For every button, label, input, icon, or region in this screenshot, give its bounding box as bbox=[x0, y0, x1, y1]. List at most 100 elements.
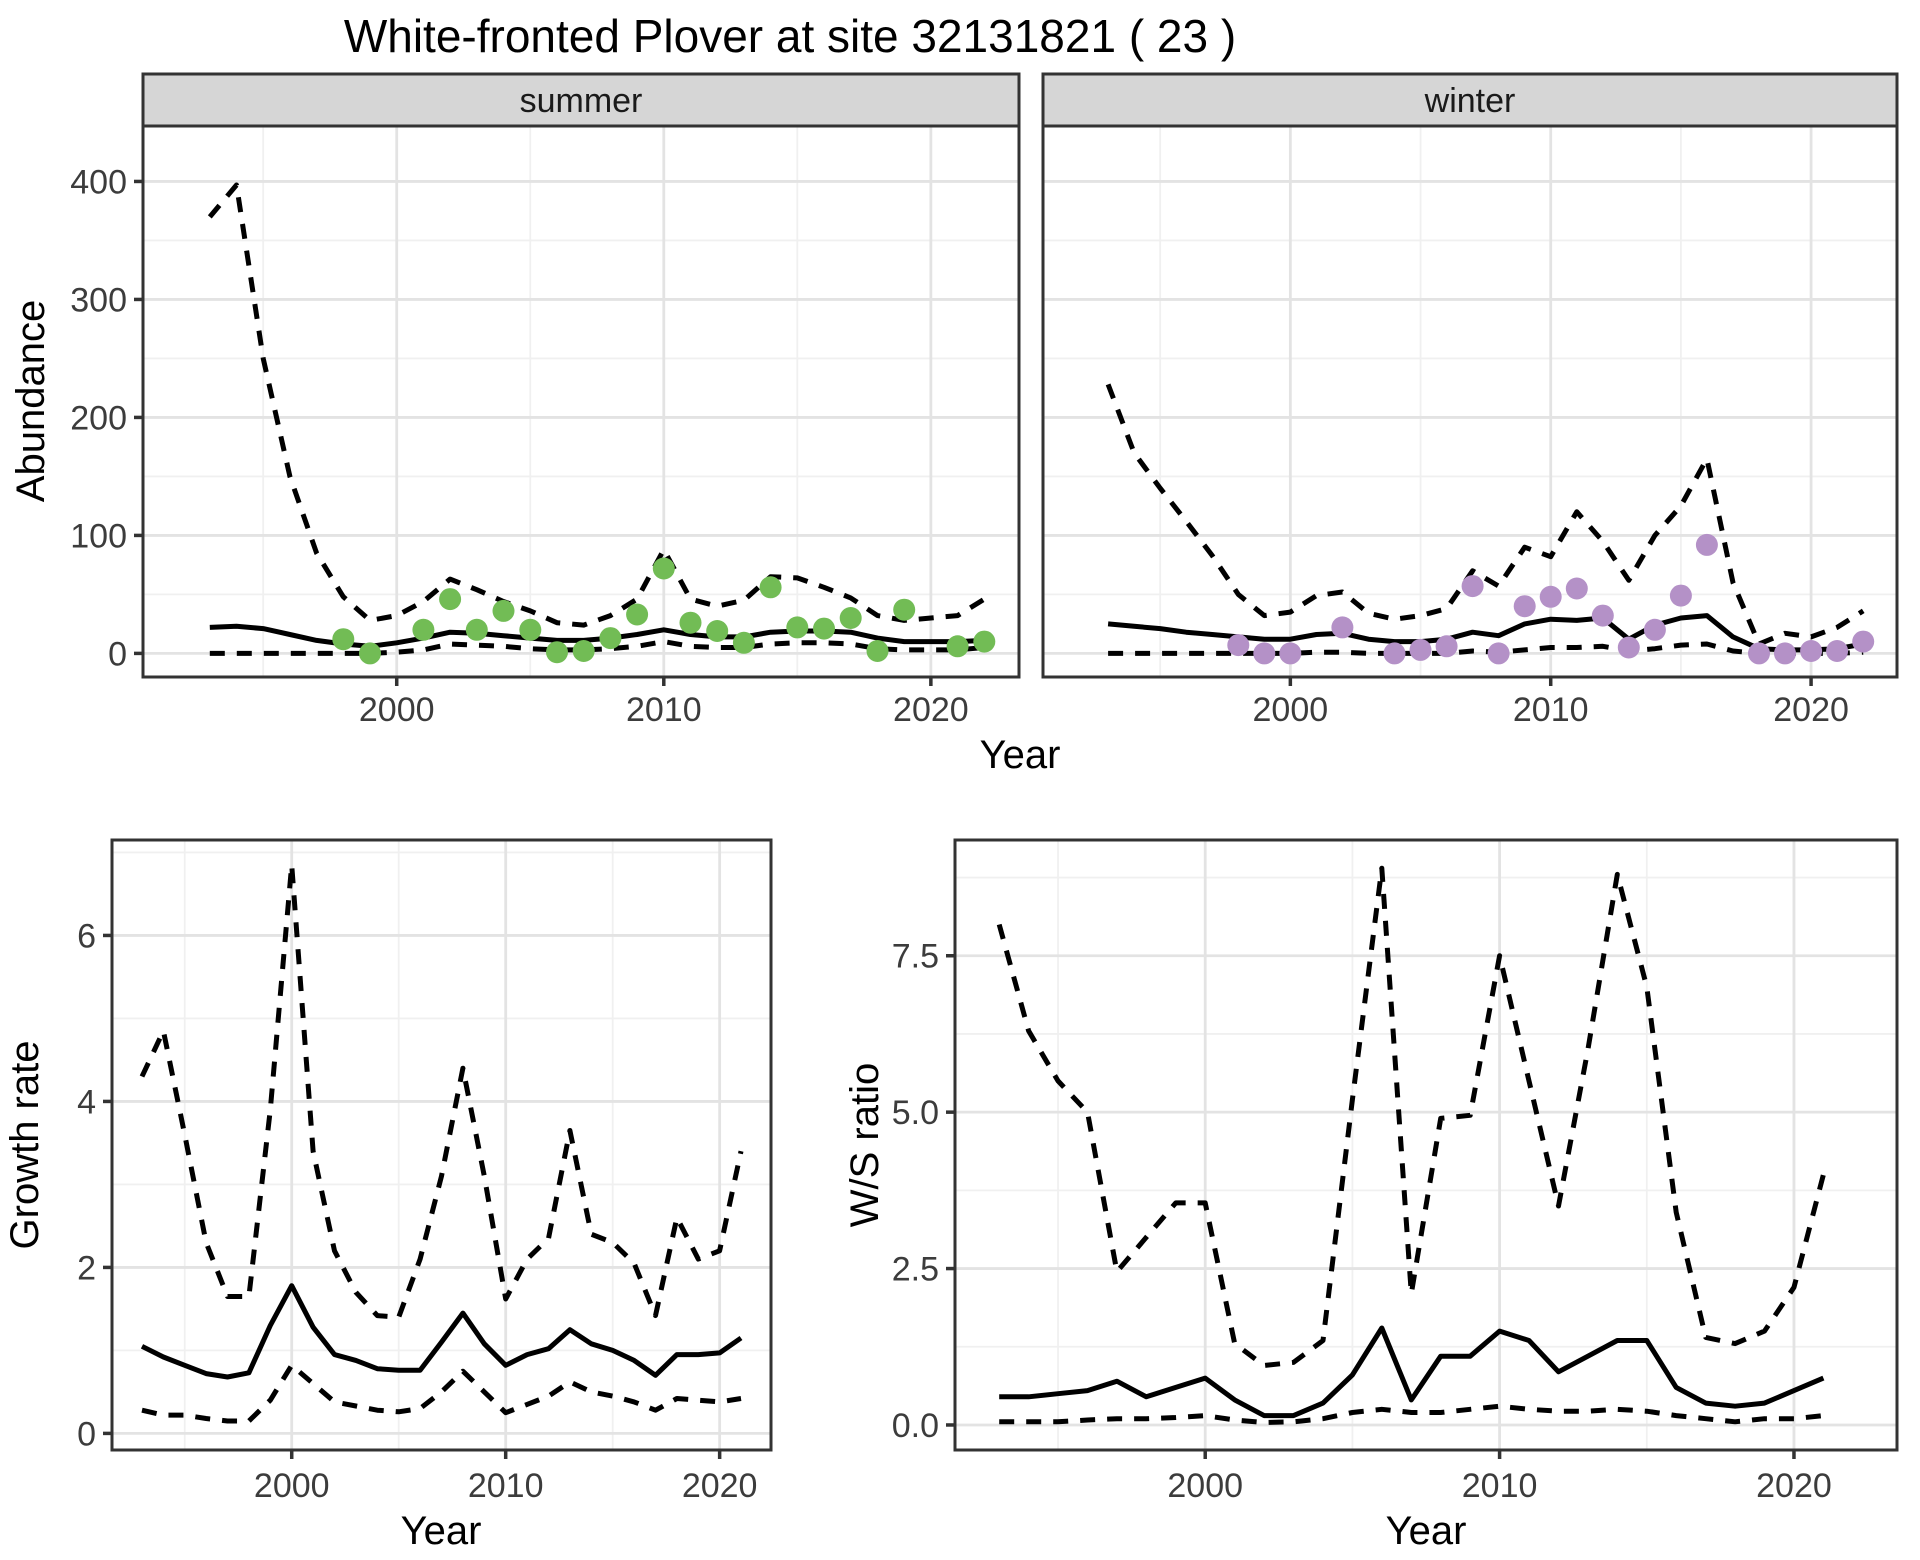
panel-border bbox=[110, 838, 773, 1452]
facet-strip bbox=[1041, 72, 1899, 128]
ci-upper-line bbox=[139, 862, 744, 1320]
ci-lower-line bbox=[1108, 641, 1864, 656]
panel-border bbox=[953, 838, 1899, 1452]
facet-label-summer: summer bbox=[520, 82, 643, 120]
x-axis-tick-label: 2010 bbox=[1513, 691, 1589, 729]
observation-point bbox=[359, 642, 381, 665]
y-axis-tick-label: 4 bbox=[77, 1083, 96, 1121]
observation-point bbox=[1331, 616, 1354, 639]
abundance-axis-title: Abundance bbox=[9, 300, 53, 502]
observation-point bbox=[1513, 595, 1536, 618]
facet-strip bbox=[141, 72, 1021, 128]
y-axis-tick-label: 400 bbox=[70, 163, 127, 201]
observation-point bbox=[626, 603, 649, 626]
x-axis-tick-label: 2010 bbox=[1462, 1467, 1538, 1505]
ci-lower-line bbox=[999, 1403, 1824, 1425]
observation-point bbox=[412, 618, 435, 641]
observation-point bbox=[1409, 638, 1432, 661]
ci-upper-line bbox=[996, 865, 1826, 1368]
ci-lower-line bbox=[209, 639, 985, 656]
observation-point bbox=[1253, 642, 1276, 665]
observation-point bbox=[839, 607, 862, 629]
observation-point bbox=[332, 628, 355, 651]
observation-point bbox=[546, 641, 568, 664]
observation-point bbox=[732, 631, 755, 654]
y-axis-tick-label: 0 bbox=[108, 635, 127, 673]
observation-point bbox=[973, 630, 996, 653]
observation-point bbox=[1591, 604, 1614, 627]
y-axis-tick-label: 100 bbox=[70, 517, 127, 555]
observation-point bbox=[1279, 642, 1302, 665]
panel-summer: 2000 2010 2020 0 100 200 300 400 bbox=[70, 72, 1021, 729]
y-axis-tick-label: 7.5 bbox=[892, 938, 939, 976]
median-line bbox=[999, 1325, 1825, 1419]
observation-point bbox=[893, 598, 916, 621]
ws-ratio-axis-title: W/S ratio bbox=[843, 1063, 887, 1227]
ci-upper-line bbox=[1105, 383, 1865, 647]
observation-point bbox=[1826, 640, 1849, 662]
growth-rate-axis-title: Growth rate bbox=[3, 1041, 47, 1250]
observation-point bbox=[465, 618, 488, 641]
x-axis-tick-label: 2000 bbox=[1167, 1467, 1243, 1505]
observation-point bbox=[1695, 533, 1718, 556]
x-axis-tick-label: 2000 bbox=[1253, 691, 1329, 729]
observation-point bbox=[652, 557, 675, 580]
y-axis-tick-label: 200 bbox=[70, 399, 127, 437]
observation-point bbox=[786, 616, 809, 639]
observation-point bbox=[1383, 642, 1406, 665]
observation-point bbox=[1539, 585, 1562, 608]
observation-point bbox=[866, 640, 889, 662]
median-line bbox=[140, 1283, 743, 1380]
observation-point bbox=[1487, 642, 1510, 665]
observation-point bbox=[813, 617, 835, 640]
panel-winter: 2000 2010 2020 bbox=[1041, 72, 1899, 729]
observation-point bbox=[1852, 630, 1875, 653]
x-axis-tick-label: 2000 bbox=[359, 691, 435, 729]
observation-point bbox=[679, 611, 702, 634]
observation-point bbox=[599, 627, 622, 650]
observation-point bbox=[706, 620, 729, 642]
y-axis-tick-label: 2 bbox=[77, 1249, 96, 1287]
observation-point bbox=[1669, 584, 1692, 607]
observation-point bbox=[572, 640, 595, 662]
facet-label-winter: winter bbox=[1424, 82, 1516, 120]
figure-title: White-fronted Plover at site 32131821 ( … bbox=[344, 10, 1236, 62]
median-line bbox=[209, 623, 985, 649]
observation-point bbox=[1800, 640, 1823, 662]
y-axis-tick-label: 300 bbox=[70, 281, 127, 319]
y-axis-tick-label: 2.5 bbox=[892, 1251, 939, 1289]
observation-point bbox=[439, 588, 462, 611]
y-axis-tick-label: 0 bbox=[77, 1415, 96, 1453]
panel-growth-rate: 2000 2010 2020 0 2 4 6 bbox=[77, 838, 773, 1505]
year-axis-title-top: Year bbox=[980, 733, 1061, 777]
x-axis-tick-label: 2020 bbox=[893, 691, 969, 729]
x-axis-tick-label: 2020 bbox=[682, 1467, 758, 1505]
x-axis-tick-label: 2000 bbox=[254, 1467, 330, 1505]
observation-point bbox=[1565, 577, 1588, 600]
x-axis-tick-label: 2020 bbox=[1756, 1467, 1832, 1505]
observation-point bbox=[1748, 642, 1770, 665]
observation-point bbox=[1227, 634, 1250, 657]
observation-point bbox=[1774, 642, 1796, 665]
observation-point bbox=[1617, 636, 1640, 659]
ci-upper-line bbox=[207, 182, 986, 628]
x-axis-tick-label: 2010 bbox=[626, 691, 702, 729]
observation-point bbox=[1461, 575, 1484, 598]
x-axis-tick-label: 2020 bbox=[1773, 691, 1849, 729]
year-axis-title-ws: Year bbox=[1386, 1509, 1467, 1553]
observation-point bbox=[759, 576, 782, 599]
x-axis-tick-label: 2010 bbox=[468, 1467, 544, 1505]
observation-point bbox=[1435, 635, 1458, 658]
observation-point bbox=[1643, 618, 1666, 641]
observation-point bbox=[492, 599, 515, 622]
y-axis-tick-label: 5.0 bbox=[892, 1094, 939, 1132]
y-axis-tick-label: 6 bbox=[77, 917, 96, 955]
observation-point bbox=[519, 618, 542, 641]
panel-winter-summer-ratio: 2000 2010 2020 0.0 2.5 5.0 7.5 bbox=[892, 838, 1899, 1505]
year-axis-title-growth: Year bbox=[401, 1509, 482, 1553]
observation-point bbox=[946, 635, 969, 658]
y-axis-tick-label: 0.0 bbox=[892, 1407, 939, 1445]
